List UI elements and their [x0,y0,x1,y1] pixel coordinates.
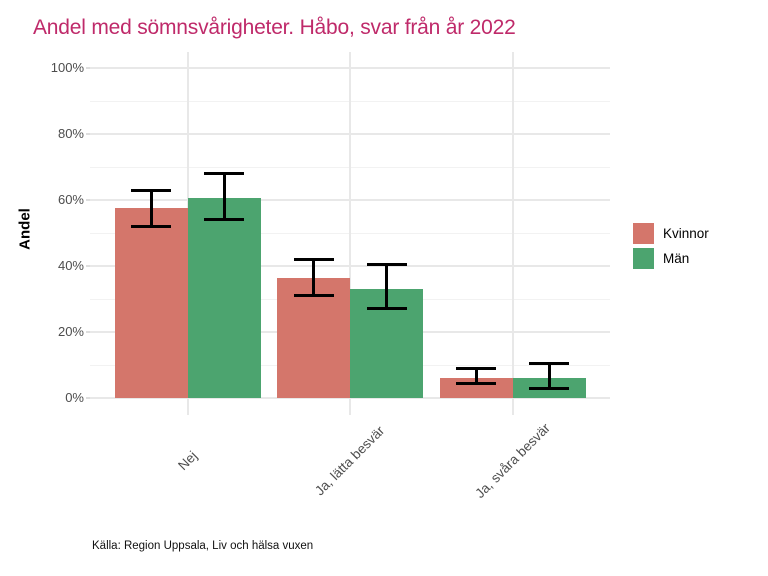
y-tick-mark [86,265,90,267]
source-caption: Källa: Region Uppsala, Liv och hälsa vux… [92,540,314,552]
bar-man-nej [187,198,261,398]
legend-item-kvinnor: Kvinnor [633,223,709,244]
legend-label: Kvinnor [663,226,709,241]
error-bar-kvinnor-nej-cap-bottom [131,224,171,228]
error-bar-man-ja-latta-besvar-cap-bottom [366,307,407,311]
error-bar-man-ja-latta-besvar-cap-top [366,262,407,266]
y-tick-mark [86,397,90,399]
error-bar-man-nej-stem [222,173,226,220]
y-tick-label: 80% [57,126,84,141]
x-tick-label-nej: Nej [174,448,200,474]
error-bar-man-nej-cap-top [204,172,244,176]
y-tick-label: 20% [57,324,84,339]
error-bar-kvinnor-nej-cap-top [131,188,171,192]
y-tick-label: 60% [57,192,84,207]
y-tick-mark [86,331,90,333]
error-bar-man-ja-latta-besvar-stem [385,264,388,309]
error-bar-kvinnor-ja-svara-besvar-cap-bottom [456,381,496,385]
error-bar-kvinnor-ja-latta-besvar-stem [312,259,315,296]
y-tick-mark [86,133,90,135]
bar-kvinnor-nej [114,208,188,398]
error-bar-kvinnor-ja-svara-besvar-cap-top [456,366,496,370]
x-tick-label-ja-svara-besvar: Ja, svåra besvär [471,420,553,501]
legend-swatch-kvinnor [633,223,654,244]
legend-swatch-man [633,248,654,269]
bar-kvinnor-ja-latta-besvar [277,277,350,398]
legend-label: Män [663,251,690,266]
x-tick-label-ja-latta-besvar: Ja, lätta besvär [311,422,388,499]
y-tick-label: 100% [50,60,84,75]
legend: Kvinnor Män [633,223,709,269]
error-bar-kvinnor-nej-stem [149,190,153,227]
gridline-vertical-ja-svara-besvar [511,52,514,415]
y-tick-mark [86,199,90,201]
error-bar-man-ja-svara-besvar-cap-bottom [529,386,569,390]
error-bar-man-ja-svara-besvar-stem [547,363,551,389]
error-bar-man-nej-cap-bottom [204,218,244,222]
error-bar-kvinnor-ja-latta-besvar-cap-bottom [293,294,334,298]
error-bar-kvinnor-ja-svara-besvar-stem [474,368,478,384]
legend-item-man: Män [633,248,709,269]
plot-panel [90,52,610,415]
error-bar-man-ja-svara-besvar-cap-top [529,361,569,365]
gridline-vertical-ja-latta-besvar [349,52,351,415]
chart-title: Andel med sömnsvårigheter. Håbo, svar fr… [33,16,516,39]
y-axis-title: Andel [16,208,34,250]
error-bar-kvinnor-ja-latta-besvar-cap-top [293,257,334,261]
y-tick-mark [86,67,90,69]
y-tick-label: 0% [65,390,84,405]
y-tick-label: 40% [57,258,84,273]
